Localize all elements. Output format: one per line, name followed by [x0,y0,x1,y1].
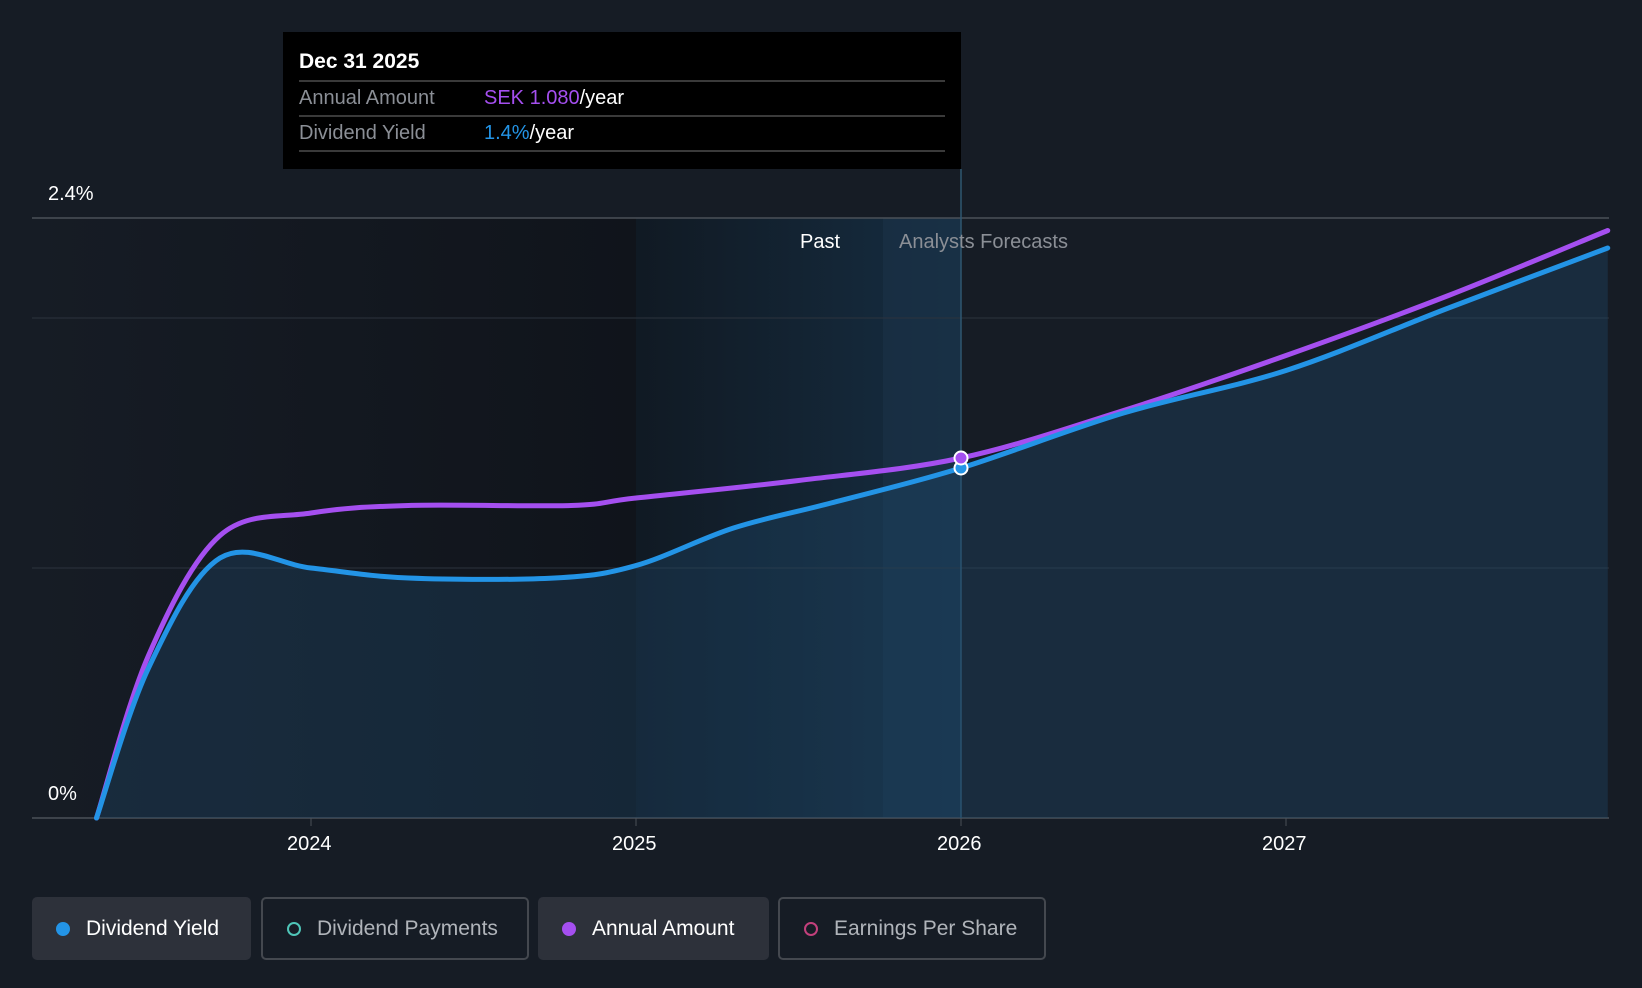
tooltip: Dec 31 2025 Annual Amount SEK 1.080/year … [283,32,961,169]
tooltip-suffix: /year [529,122,575,144]
tooltip-row-annual-amount: Annual Amount SEK 1.080/year [299,82,945,117]
tooltip-row-dividend-yield: Dividend Yield 1.4%/year [299,117,945,152]
x-tick-2025: 2025 [612,833,657,855]
legend-dividend-payments[interactable]: Dividend Payments [261,897,529,960]
annual-amount-line [94,228,1611,821]
tooltip-value: 1.4% [484,122,530,144]
hollow-dot-icon [287,921,301,936]
legend-label: Dividend Payments [317,916,498,940]
y-tick-zero: 0% [48,783,77,805]
legend-label: Annual Amount [592,916,735,940]
tooltip-date: Dec 31 2025 [299,46,945,82]
legend-earnings-per-share[interactable]: Earnings Per Share [778,897,1046,960]
legend-dividend-yield[interactable]: Dividend Yield [32,897,251,960]
filled-dot-icon [56,921,70,936]
tooltip-label: Dividend Yield [299,122,426,144]
dividend-yield-area [96,248,1608,818]
y-tick-top: 2.4% [48,183,94,205]
x-tick-2027: 2027 [1262,833,1307,855]
filled-dot-icon [562,921,576,936]
dividend-yield-line [94,245,1611,821]
tooltip-label: Annual Amount [299,87,435,109]
tooltip-value: SEK 1.080 [484,87,580,109]
legend-annual-amount[interactable]: Annual Amount [538,897,769,960]
legend-label: Earnings Per Share [834,916,1018,940]
hollow-dot-icon [804,921,818,936]
tooltip-suffix: /year [579,87,625,109]
past-label: Past [800,231,841,253]
legend-label: Dividend Yield [86,916,220,940]
annual-amount-point [953,450,969,466]
x-tick-2024: 2024 [287,833,332,855]
x-tick-2026: 2026 [937,833,982,855]
forecast-label: Analysts Forecasts [899,231,1068,253]
